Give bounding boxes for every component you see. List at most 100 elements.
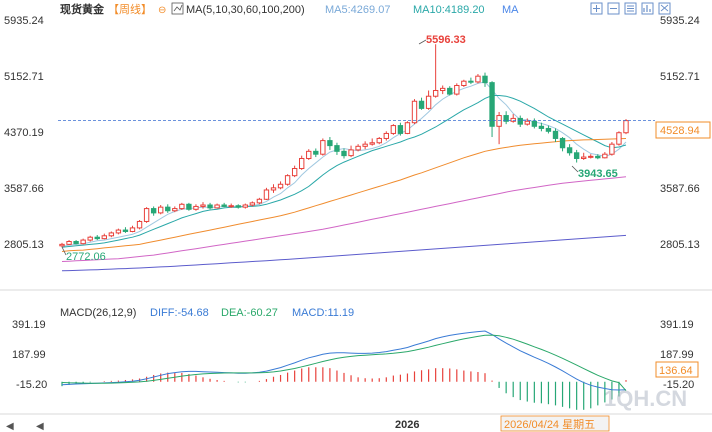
candle-body [73,241,79,245]
candle-body [313,150,319,155]
candle-body [327,140,333,147]
price-tick-left: 5152.71 [4,71,44,83]
candle-body [475,75,481,83]
restore-icon[interactable] [658,2,671,15]
macd-tick-right: 187.99 [660,349,694,361]
candle-body [87,236,93,241]
ma-more: MA [502,4,519,16]
ma-line-ma30 [61,138,627,252]
candle-body [256,198,263,204]
candle-body [179,203,185,210]
candle-body [503,115,509,122]
candle-body [341,150,347,157]
candle-body [115,229,122,234]
candle-body [291,168,298,177]
price-tick-right: 5152.71 [660,71,700,83]
plus-square-icon[interactable] [590,2,603,15]
moving-average-lines [61,81,627,272]
settings-icon[interactable]: ⊖ [158,5,166,16]
candle-body [129,227,136,232]
minus-square-icon[interactable] [607,2,620,15]
candle-body [376,137,382,144]
candle-body [186,203,192,210]
candle-body [602,153,608,159]
macd-histogram [61,367,627,410]
candlestick-series [59,44,629,248]
candle-body [101,235,107,240]
ma10-value: MA10:4189.20 [413,4,485,16]
macd-value: MACD:11.19 [292,307,354,319]
candle-body [193,205,199,210]
high-annotation: 5596.33 [418,34,466,46]
candle-body [545,127,552,132]
candle-body [320,140,326,155]
candle-body [623,120,629,134]
ma-line-ma60 [61,176,627,262]
macd-axis-left: 391.19 187.99 -15.20 [12,319,47,391]
candle-body [404,122,411,134]
candle-body [136,220,143,229]
candle-body [242,204,248,208]
candle-body [397,125,404,134]
candle-body [306,150,312,159]
scroll-left-icon[interactable]: ◀ [6,421,14,432]
candle-body [432,90,439,97]
start-low-annotation: 2772.06 [61,246,106,263]
candle-body [482,75,488,84]
candle-body [158,206,164,214]
candle-body [277,183,284,189]
ma5-value: MA5:4269.07 [325,4,390,16]
candle-body [334,145,340,152]
candle-body [355,145,361,151]
candle-body [538,125,545,129]
high-price-label: 5596.33 [426,34,466,46]
macd-tick-right: -15.20 [663,379,694,391]
scroll-left-icon-2[interactable]: ◀ [36,421,44,432]
candle-body [440,87,446,92]
period-label[interactable]: 【周线】 [108,2,152,16]
macd-lines [61,330,627,392]
candle-body [362,143,368,147]
candle-body [221,204,227,207]
time-axis-year: 2026 [395,419,419,431]
layers-icon[interactable] [624,2,637,15]
macd-diff: DIFF:-54.68 [150,307,209,319]
price-tick-right: 3587.66 [660,183,700,195]
macd-tick-left: 391.19 [12,319,46,331]
candle-body [566,147,573,154]
low-annotation: 3943.65 [571,165,618,180]
candle-body [207,204,213,209]
candle-body [447,87,453,95]
candle-body [489,82,495,127]
candle-body [461,80,467,86]
candle-body [214,204,220,209]
symbol-name: 现货黄金 [60,2,105,16]
macd-tick-left: 187.99 [12,349,46,361]
macd-current-value: 136.64 [659,365,693,377]
candle-body [468,80,474,83]
crosshair-date-tag: 2026/04/24 星期五 [500,415,610,432]
candle-body [383,132,389,139]
macd-dea: DEA:-60.27 [221,307,278,319]
price-tick-right: 5935.24 [660,15,700,27]
macd-tick-left: -15.20 [16,379,47,391]
candle-body [143,208,150,222]
macd-axis-right: 391.19 187.99 -15.20 [660,319,694,391]
ma-toggle-icon[interactable] [171,2,184,15]
macd-diff-line [61,330,627,391]
macd-dea-line [61,334,627,392]
candle-body [390,125,397,134]
candle-body [200,204,206,207]
price-tick-left: 3587.66 [4,183,44,195]
current-price-value: 4528.94 [660,125,700,137]
candle-body [609,143,615,155]
candle-body [284,175,291,185]
chart-icon[interactable] [641,2,654,15]
price-axis-left: 5935.24 5152.71 4370.19 3587.66 2805.13 [4,15,44,251]
candle-body [263,189,270,200]
crosshair-date: 2026/04/24 星期五 [504,418,595,431]
candle-body [510,117,516,122]
macd-title: MACD(26,12,9) [60,307,136,319]
candle-body [228,205,234,208]
